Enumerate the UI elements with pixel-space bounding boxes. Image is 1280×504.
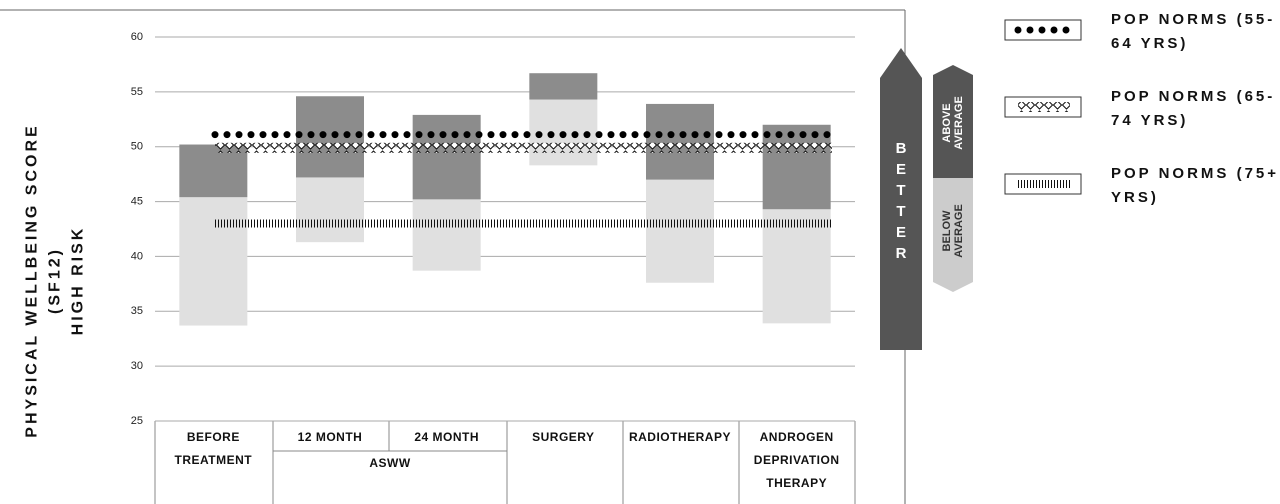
above-label: ABOVE AVERAGE (941, 96, 965, 150)
lower-segment (762, 209, 831, 324)
y-tick-label: 45 (131, 195, 143, 207)
y-tick-label: 55 (131, 86, 143, 98)
lower-segment (296, 177, 364, 243)
lower-segment (412, 199, 481, 271)
upper-segment (412, 114, 481, 200)
y-title-line: PHYSICAL WELLBEING SCORE (SF12) (23, 123, 64, 438)
upper-segment (179, 144, 248, 198)
y-title-line: HIGH RISK (69, 225, 87, 336)
above-shape (933, 65, 973, 178)
y-tick-label: 35 (131, 305, 143, 317)
category-label: RADIOTHERAPY (628, 430, 731, 444)
y-tick-label: 40 (131, 250, 143, 262)
better-label: BETTER (895, 140, 907, 262)
lower-segment (646, 179, 714, 283)
legend-label: POP NORMS (65-74 YRS) (1111, 88, 1276, 129)
group-label: ASWW (369, 456, 411, 470)
y-tick-label: 30 (131, 360, 143, 372)
lower-segment (179, 197, 248, 326)
upper-segment (762, 124, 831, 210)
upper-segment (296, 96, 364, 178)
upper-segment (646, 103, 714, 180)
y-tick-label: 60 (131, 31, 143, 43)
category-label: BEFORE TREATMENT (174, 430, 253, 467)
better-arrow (880, 48, 922, 350)
legend-swatch (1018, 102, 1070, 112)
category-label: SURGERY (532, 430, 595, 444)
legend-label: POP NORMS (55-64 YRS) (1111, 11, 1276, 52)
upper-segment (529, 73, 598, 100)
y-axis-title: PHYSICAL WELLBEING SCORE (SF12) HIGH RIS… (21, 116, 90, 446)
reference-line (215, 142, 832, 153)
below-label: BELOW AVERAGE (941, 204, 965, 258)
category-label: 24 MONTH (414, 430, 479, 444)
legend-label: POP NORMS (75+ YRS) (1111, 165, 1280, 206)
below-shape (933, 178, 973, 292)
category-label: ANDROGEN DEPRIVATION THERAPY (753, 430, 840, 490)
category-label: 12 MONTH (297, 430, 363, 444)
y-tick-label: 25 (131, 415, 143, 427)
y-tick-label: 50 (131, 141, 143, 153)
